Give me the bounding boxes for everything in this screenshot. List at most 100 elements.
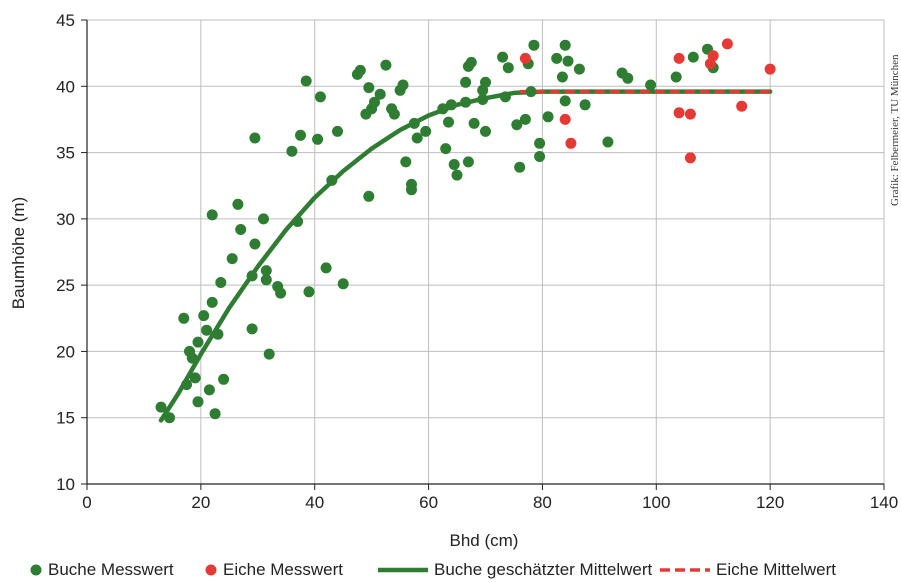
- buche-point: [480, 125, 491, 137]
- x-tick-label: 120: [756, 493, 784, 512]
- buche-point: [408, 117, 420, 129]
- legend-item: Buche geschätzter Mittelwert: [378, 560, 653, 579]
- buche-point: [687, 51, 699, 63]
- buche-point: [235, 224, 247, 235]
- eiche-point: [673, 107, 685, 119]
- plot-area: [155, 38, 776, 424]
- legend-buche-point-marker: [30, 564, 42, 576]
- buche-point: [286, 145, 298, 157]
- buche-point: [445, 99, 457, 111]
- buche-point: [275, 287, 287, 299]
- buche-point: [363, 82, 375, 94]
- x-tick-label: 0: [82, 493, 91, 512]
- y-tick-label: 45: [56, 11, 75, 30]
- axes: 0 20 40 60 80 100 120 140 10 15 20 25 30 35 40 45: [56, 11, 898, 512]
- legend-label: Buche geschätzter Mittelwert: [434, 560, 653, 579]
- eiche-point: [764, 63, 776, 75]
- buche-point: [468, 117, 480, 129]
- x-tick-label: 100: [642, 493, 670, 512]
- y-tick-label: 30: [56, 210, 75, 229]
- buche-point: [380, 59, 392, 71]
- legend-item: Buche Messwert: [30, 560, 174, 579]
- buche-point: [249, 238, 261, 250]
- buche-point: [260, 265, 272, 277]
- buche-point: [534, 151, 546, 162]
- buche-point: [451, 169, 463, 181]
- buche-point: [645, 79, 657, 91]
- buche-point: [292, 216, 304, 227]
- buche-point: [499, 91, 511, 103]
- buche-point: [226, 253, 238, 265]
- legend-label: Buche Messwert: [48, 560, 174, 579]
- eiche-point: [565, 137, 577, 149]
- buche-point: [332, 125, 343, 137]
- buche-point: [215, 277, 227, 288]
- buche-point: [263, 348, 275, 360]
- buche-point: [258, 213, 269, 225]
- buche-point: [178, 312, 190, 324]
- buche-point: [314, 91, 326, 103]
- x-tick-label: 20: [191, 493, 210, 512]
- buche-point: [465, 56, 477, 68]
- buche-point: [212, 328, 224, 340]
- buche-point: [209, 408, 221, 420]
- buche-point: [559, 95, 571, 107]
- y-tick-label: 10: [56, 475, 75, 494]
- buche-point: [206, 209, 218, 221]
- buche-point: [602, 136, 614, 148]
- credit-text: Grafik: Felbermeier, TU München: [889, 54, 901, 206]
- buche-point: [448, 159, 460, 170]
- buche-point: [400, 156, 412, 168]
- y-axis-label: Baumhöhe (m): [9, 197, 28, 309]
- buche-point: [460, 96, 472, 108]
- buche-point: [460, 76, 472, 88]
- y-tick-label: 40: [56, 77, 75, 96]
- buche-point: [232, 198, 244, 210]
- eiche-point: [673, 52, 685, 64]
- buche-point: [218, 373, 230, 385]
- y-tick-label: 35: [56, 144, 75, 163]
- buche-point: [556, 71, 568, 83]
- buche-point: [502, 62, 514, 74]
- legend-item: Eiche Messwert: [205, 560, 343, 579]
- buche-point: [514, 161, 526, 173]
- buche-point: [562, 55, 574, 67]
- x-tick-label: 140: [870, 493, 898, 512]
- eiche-point: [684, 152, 696, 164]
- buche-point: [300, 75, 312, 87]
- buche-point: [192, 396, 204, 408]
- buche-point: [579, 99, 591, 111]
- buche-point: [559, 39, 571, 51]
- buche-point: [181, 379, 193, 391]
- eiche-point: [519, 52, 531, 64]
- buche-point: [420, 125, 432, 137]
- x-tick-label: 80: [533, 493, 552, 512]
- buche-point: [164, 412, 175, 424]
- buche-point: [326, 174, 338, 186]
- buche-point: [437, 103, 449, 115]
- buche-point: [411, 132, 423, 144]
- eiche-point: [684, 108, 696, 120]
- buche-point: [477, 94, 489, 105]
- eiche-point: [721, 38, 733, 50]
- buche-point: [462, 156, 474, 168]
- buche-point: [542, 111, 554, 123]
- buche-point: [206, 296, 218, 308]
- buche-point: [369, 96, 380, 108]
- legend-label: Eiche Mittelwert: [716, 560, 836, 579]
- buche-point: [406, 184, 417, 196]
- buche-point: [573, 63, 585, 75]
- buche-point: [497, 51, 509, 63]
- y-tick-label: 15: [56, 409, 75, 428]
- y-tick-label: 20: [56, 342, 75, 361]
- eiche-point: [559, 113, 571, 125]
- buche-point: [201, 324, 213, 336]
- legend: Buche Messwert Eiche Messwert Buche geschä…: [30, 560, 836, 579]
- buche-point: [320, 262, 332, 274]
- buche-point: [249, 132, 261, 144]
- buche-point: [192, 336, 204, 348]
- buche-point: [363, 190, 375, 202]
- buche-point: [528, 39, 540, 51]
- buche-point: [186, 352, 198, 364]
